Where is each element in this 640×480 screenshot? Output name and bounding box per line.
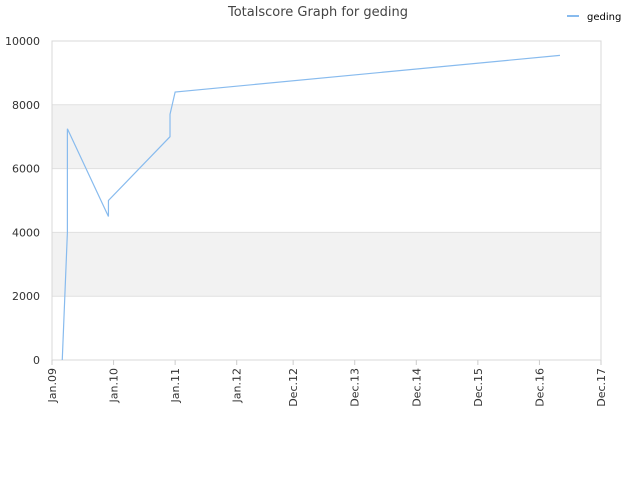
x-tick-label: Jan.10 bbox=[108, 368, 121, 403]
chart-title: Totalscore Graph for geding bbox=[227, 5, 408, 20]
y-tick-label: 6000 bbox=[12, 163, 40, 176]
x-tick-label: Jan.12 bbox=[231, 368, 244, 403]
x-tick-label: Dec.12 bbox=[287, 368, 300, 407]
x-tick-label: Dec.17 bbox=[595, 368, 608, 407]
x-tick-label: Dec.14 bbox=[410, 368, 423, 407]
y-tick-label: 2000 bbox=[12, 290, 40, 303]
grid-band bbox=[52, 104, 601, 169]
legend-label: geding bbox=[587, 12, 621, 23]
plot-frame bbox=[51, 40, 602, 361]
y-tick-label: 10000 bbox=[5, 35, 40, 48]
y-tick-label: 4000 bbox=[12, 226, 40, 239]
x-tick-label: Dec.16 bbox=[533, 368, 546, 407]
x-tick-label: Dec.15 bbox=[472, 368, 485, 407]
data-line bbox=[61, 54, 561, 361]
y-tick-label: 8000 bbox=[12, 99, 40, 112]
x-tick-label: Dec.13 bbox=[349, 368, 362, 407]
x-tick-label: Jan.11 bbox=[169, 368, 182, 403]
y-tick-label: 0 bbox=[33, 354, 40, 367]
x-tick-label: Jan.09 bbox=[46, 368, 59, 403]
grid-band bbox=[52, 232, 601, 297]
